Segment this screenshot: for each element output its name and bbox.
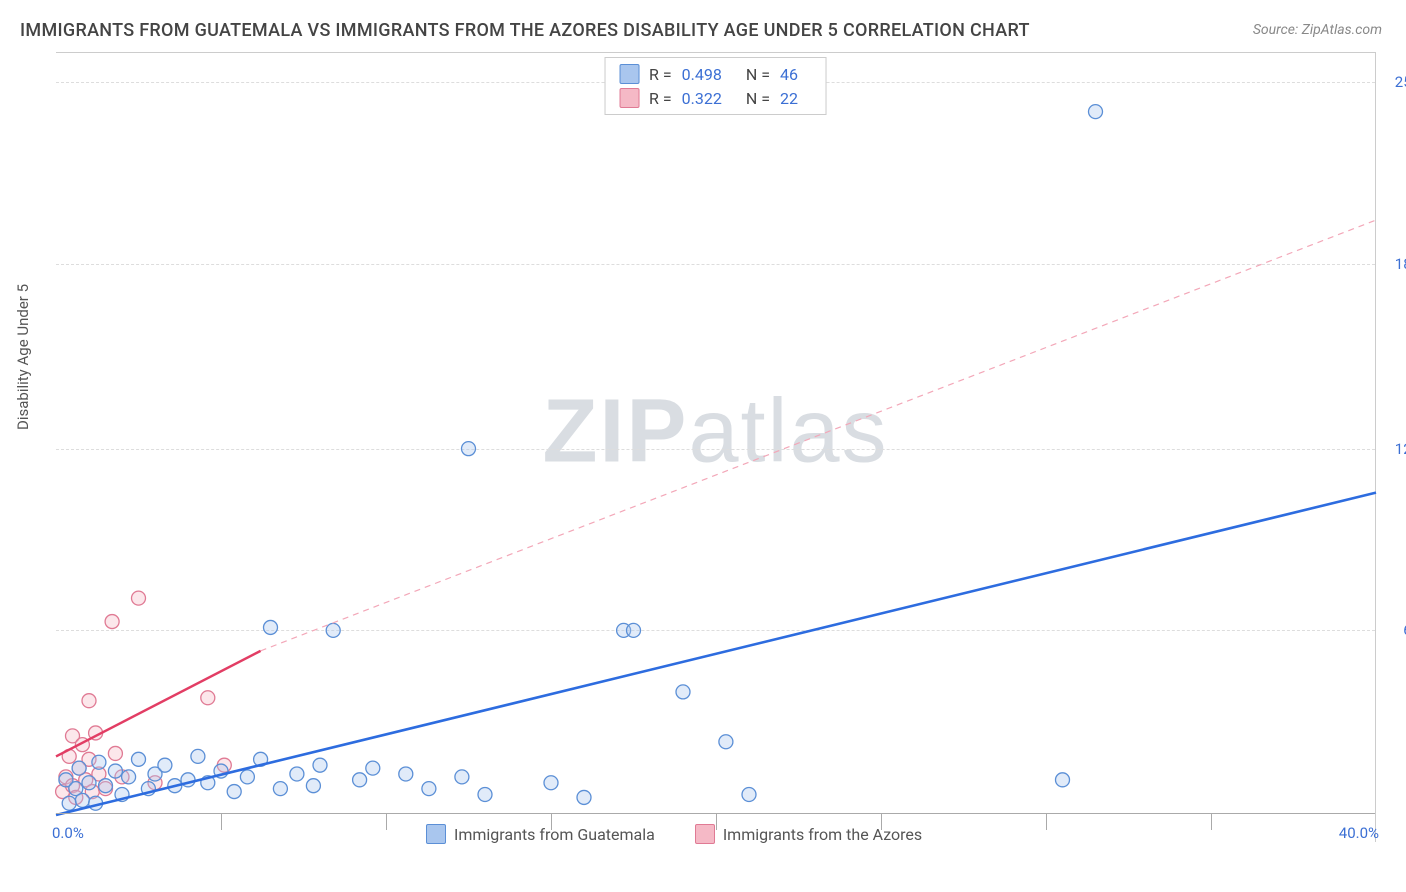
data-point [544, 776, 558, 790]
x-axis-min-label: 0.0% [52, 824, 84, 842]
data-point [75, 793, 89, 807]
data-point [290, 767, 304, 781]
stats-row-azores: R = 0.322 N = 22 [619, 86, 812, 110]
chart-svg [56, 53, 1375, 842]
x-tick [1046, 814, 1047, 830]
series-legend: Immigrants from Guatemala Immigrants fro… [426, 824, 922, 844]
legend-label-azores: Immigrants from the Azores [723, 825, 922, 844]
data-point [191, 749, 205, 763]
data-point [422, 782, 436, 796]
data-point [313, 758, 327, 772]
data-point [462, 442, 476, 456]
swatch-guatemala [619, 64, 639, 84]
y-axis-label: Disability Age Under 5 [14, 284, 32, 430]
n-value-azores: 22 [780, 89, 798, 108]
data-point [105, 615, 119, 629]
data-point [676, 685, 690, 699]
data-point [455, 770, 469, 784]
data-point [273, 782, 287, 796]
data-point [577, 790, 591, 804]
data-point [132, 591, 146, 605]
stats-row-guatemala: R = 0.498 N = 46 [619, 62, 812, 86]
swatch-azores [619, 88, 639, 108]
stats-legend: R = 0.498 N = 46 R = 0.322 N = 22 [604, 57, 827, 115]
data-point [132, 752, 146, 766]
data-point [158, 758, 172, 772]
y-tick-label: 25.0% [1381, 73, 1406, 91]
r-value-azores: 0.322 [682, 89, 722, 108]
x-axis-max-label: 40.0% [1339, 824, 1379, 842]
n-label: N = [746, 65, 770, 84]
r-label: R = [649, 89, 672, 108]
data-point [478, 787, 492, 801]
y-tick-label: 12.5% [1381, 440, 1406, 458]
data-point [122, 770, 136, 784]
data-point [306, 779, 320, 793]
n-label: N = [746, 89, 770, 108]
data-point [326, 623, 340, 637]
r-value-guatemala: 0.498 [682, 65, 722, 84]
legend-item-azores: Immigrants from the Azores [695, 824, 922, 844]
data-point [108, 764, 122, 778]
legend-label-guatemala: Immigrants from Guatemala [454, 825, 655, 844]
y-tick-label: 6.3% [1381, 621, 1406, 639]
legend-item-guatemala: Immigrants from Guatemala [426, 824, 655, 844]
data-point [201, 691, 215, 705]
swatch-guatemala [426, 824, 446, 844]
data-point [82, 776, 96, 790]
data-point [92, 755, 106, 769]
r-label: R = [649, 65, 672, 84]
x-tick [386, 814, 387, 830]
data-point [627, 623, 641, 637]
data-point [72, 761, 86, 775]
data-point [399, 767, 413, 781]
data-point [719, 735, 733, 749]
y-tick-label: 18.8% [1381, 255, 1406, 273]
data-point [264, 620, 278, 634]
n-value-guatemala: 46 [780, 65, 798, 84]
data-point [227, 785, 241, 799]
data-point [1056, 773, 1070, 787]
chart-title: IMMIGRANTS FROM GUATEMALA VS IMMIGRANTS … [20, 20, 1030, 41]
data-point [99, 779, 113, 793]
plot-area: ZIPatlas 6.3%12.5%18.8%25.0% 0.0% 40.0% … [56, 52, 1376, 842]
data-point [366, 761, 380, 775]
x-tick [1211, 814, 1212, 830]
data-point [240, 770, 254, 784]
data-point [82, 694, 96, 708]
x-tick [221, 814, 222, 830]
data-point [353, 773, 367, 787]
data-point [108, 746, 122, 760]
data-point [742, 787, 756, 801]
data-point [1089, 105, 1103, 119]
source-attribution: Source: ZipAtlas.com [1253, 22, 1382, 38]
data-point [62, 796, 76, 810]
swatch-azores [695, 824, 715, 844]
